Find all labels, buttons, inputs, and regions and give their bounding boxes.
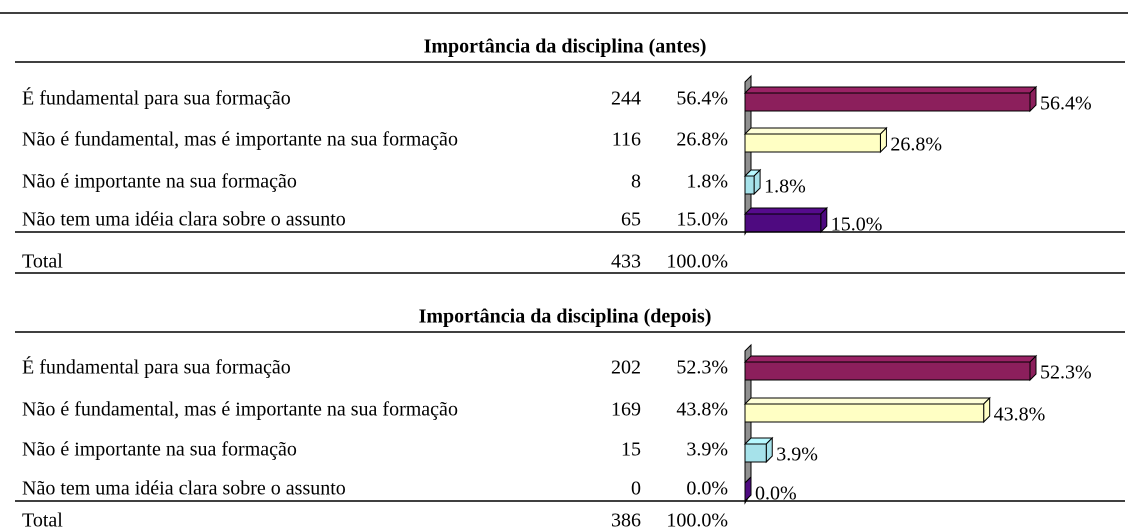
bar-face [743,86,1038,94]
bar-face [743,397,991,405]
bar-face [743,207,829,215]
bar-face [744,475,752,503]
row-label: Não tem uma idéia clara sobre o assunto [22,478,346,500]
bar-label: 15.0% [831,214,883,236]
bar [743,354,1038,382]
row-percent: 43.8% [676,399,728,421]
bar [743,85,1038,113]
row-count: 8 [631,171,641,193]
row-percent: 1.8% [686,171,728,193]
row-percent: 15.0% [676,209,728,231]
total-label: Total [22,251,63,273]
bar [743,436,774,464]
bar [743,206,829,234]
total-label: Total [22,510,63,532]
total-percent: 100.0% [666,251,728,273]
bar-label: 0.0% [755,483,797,505]
row-label: Não é fundamental, mas é importante na s… [22,399,458,421]
row-label: Não é importante na sua formação [22,439,297,461]
total-percent: 100.0% [666,510,728,532]
row-label: Não tem uma idéia clara sobre o assunto [22,209,346,231]
bar-face [743,127,888,135]
bar-face [743,355,1038,363]
bar [743,396,991,424]
row-label: É fundamental para sua formação [22,87,291,110]
bar-label: 26.8% [890,134,942,156]
bar-label: 56.4% [1040,93,1092,115]
row-percent: 3.9% [686,439,728,461]
row-label: Não é importante na sua formação [22,171,297,193]
bar-label: 1.8% [764,176,806,198]
bar [743,168,762,196]
row-count: 202 [611,357,641,379]
bar-face [744,92,1031,112]
total-count: 433 [611,251,641,273]
bar-face [744,443,767,463]
total-count: 386 [611,510,641,532]
bar-face [744,175,755,195]
bar [744,475,752,503]
row-percent: 0.0% [686,478,728,500]
bar-face [744,133,881,153]
row-count: 116 [612,129,641,151]
bar [743,126,888,154]
row-count: 244 [611,88,641,110]
bar-label: 43.8% [994,404,1046,426]
row-count: 0 [631,478,641,500]
row-count: 65 [621,209,641,231]
section-title: Importância da disciplina (antes) [424,36,707,58]
row-percent: 52.3% [676,357,728,379]
row-percent: 26.8% [676,129,728,151]
row-count: 15 [621,439,641,461]
row-count: 169 [611,399,641,421]
row-label: É fundamental para sua formação [22,356,291,379]
bar-label: 52.3% [1040,362,1092,384]
row-percent: 56.4% [676,88,728,110]
bar-label: 3.9% [776,444,818,466]
section-title: Importância da disciplina (depois) [419,306,712,328]
bar-face [744,361,1031,381]
row-label: Não é fundamental, mas é importante na s… [22,129,458,151]
bar-face [744,403,985,423]
bar-face [744,213,822,233]
